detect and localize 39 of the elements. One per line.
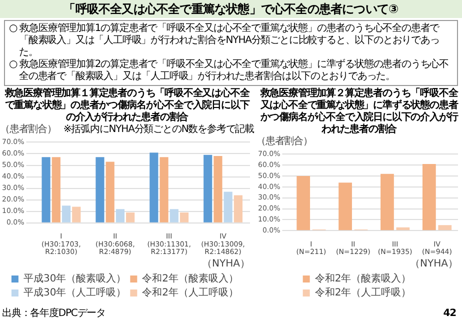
legend-label: 平成30年（酸素吸入） <box>23 272 126 285</box>
legend-label: 令和2年（人工呼吸） <box>314 286 412 299</box>
legend-label: 平成30年（人工呼吸） <box>23 286 126 299</box>
bar <box>150 152 158 222</box>
source-note: 出典：各年度DPCデータ <box>1 308 107 320</box>
bar <box>42 157 50 222</box>
bar <box>96 157 104 222</box>
bar <box>422 164 436 230</box>
y-axis-title: （患者割合） <box>0 124 56 136</box>
bar <box>126 212 135 222</box>
text: ○ 救急医療管理加算2の算定患者で「呼吸不全又は心不全で重篤な状態」に準ずる状態の患者のうち心不全の患者で「酸素吸入」又は「人工呼吸」が行われた患者割合は以下のとおりであった。 <box>9 59 450 83</box>
chart-title: 救急医療管理加算１算定患者のうち「呼吸不全又は心不全で重篤な状態」の患者かつ傷病名が心不全で入院日に以下の介入が行われた患者の割合 <box>4 88 251 124</box>
x-axis-title: （NYHA） <box>202 258 250 270</box>
bar <box>296 176 310 230</box>
legend-label: 令和2年（人工呼吸） <box>142 286 239 299</box>
bar <box>52 157 60 222</box>
bar <box>116 209 125 222</box>
y-axis-title: （患者割合） <box>256 136 312 148</box>
bar <box>180 212 189 222</box>
bar <box>338 182 352 230</box>
bar <box>438 225 452 230</box>
bar <box>72 206 81 222</box>
text: 「呼吸不全又は心不全で重篤な状態」で心不全の患者について③ <box>0 0 462 18</box>
bar <box>380 174 394 230</box>
x-axis-title: （NYHA） <box>410 258 458 270</box>
bar <box>214 156 222 222</box>
bar <box>62 206 71 222</box>
legend-label: 令和2年（酸素吸入） <box>314 272 412 285</box>
bar <box>224 192 232 222</box>
text: ○ 救急医療管理加算1の算定患者で「呼吸不全又は心不全で重篤な状態」の患者のうち心不全の患者で「酸素吸入」又は「人工呼吸」が行われた割合をNYHA分類ごとに比較すると、以下のとおりであった。 <box>9 23 440 58</box>
text: 42 <box>442 308 457 320</box>
bar <box>160 157 168 222</box>
bar <box>170 209 178 222</box>
chart-title: 救急医療管理加算２算定患者のうち「呼吸不全又は心不全で重篤な状態」に準ずる状態の患者かつ傷病名が心不全で入院日に以下の介入が行われた患者の割合 <box>259 88 460 136</box>
legend-label: 令和2年（酸素吸入） <box>142 272 239 285</box>
bar <box>234 195 242 222</box>
text: ※括弧内にNYHA分類ごとのN数を参考で記載 <box>63 124 254 136</box>
bar <box>106 162 114 222</box>
bar <box>204 154 212 222</box>
